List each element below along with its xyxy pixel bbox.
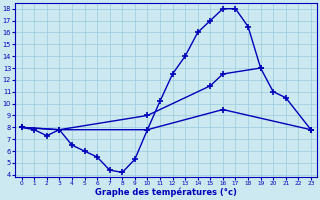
X-axis label: Graphe des températures (°c): Graphe des températures (°c) [95,188,237,197]
